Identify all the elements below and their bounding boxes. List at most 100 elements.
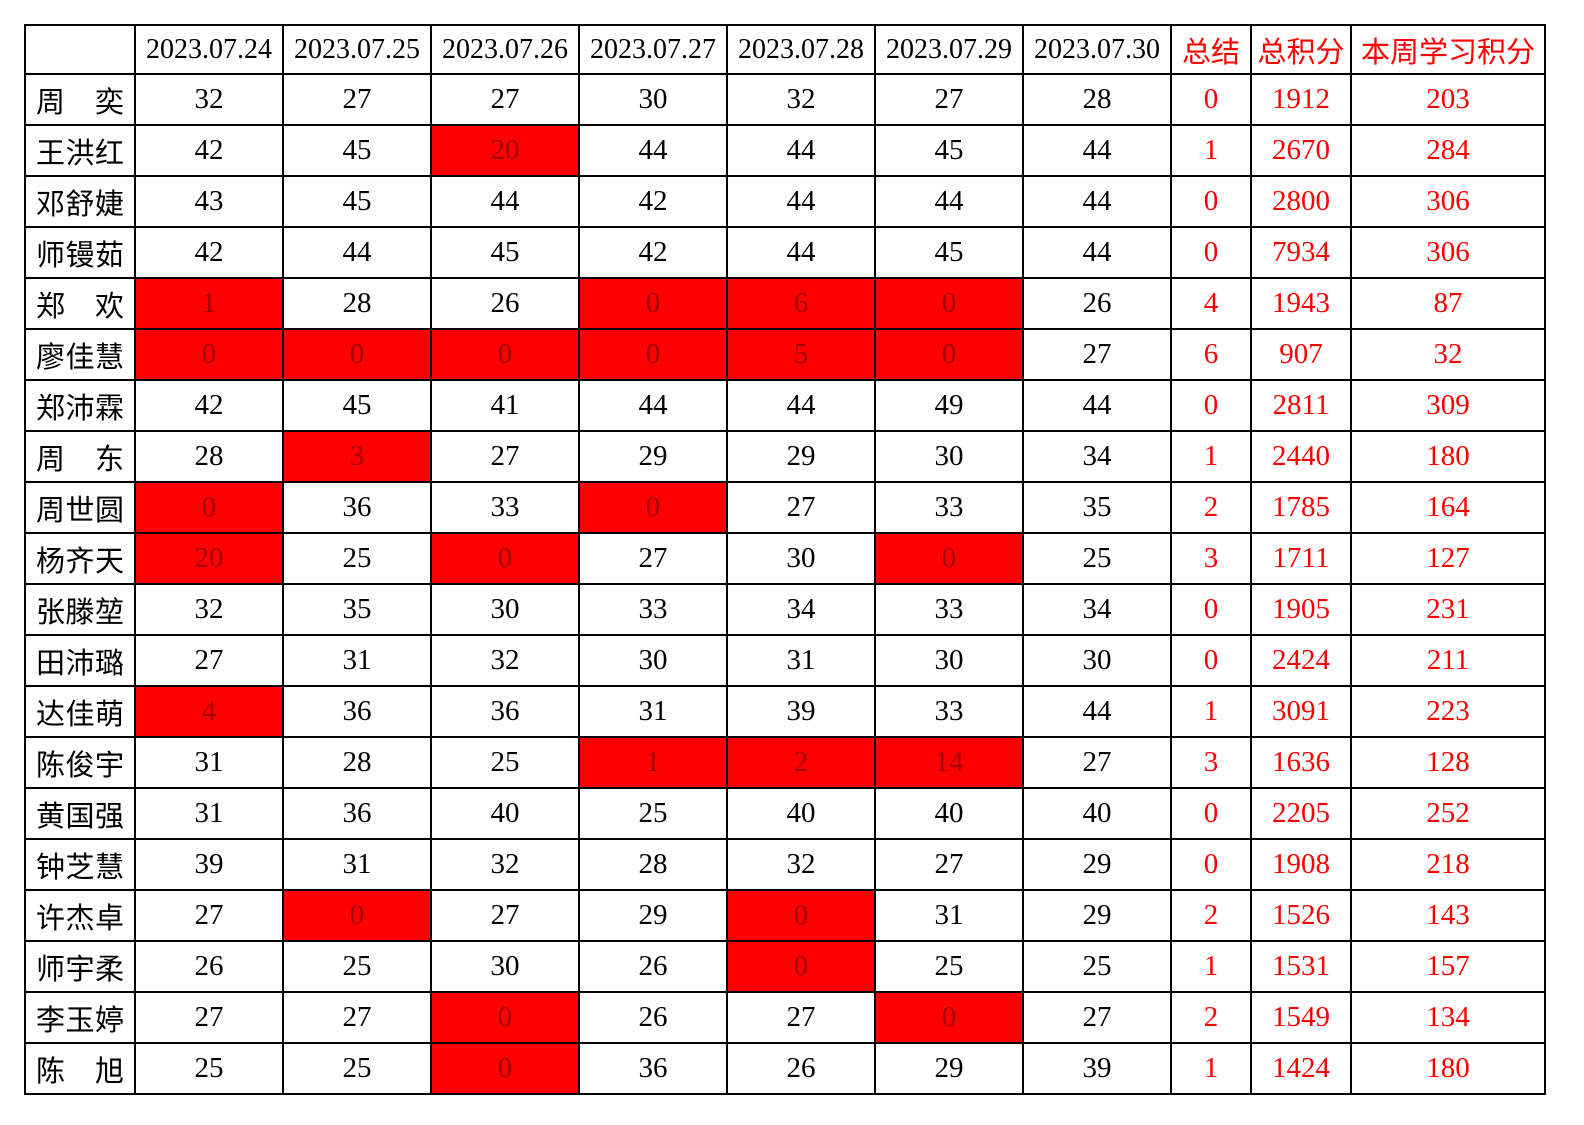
total-points-cell: 2811	[1250, 379, 1352, 432]
daily-score-cell: 40	[1022, 787, 1172, 840]
daily-score-cell: 26	[1022, 277, 1172, 330]
daily-score-cell: 44	[1022, 685, 1172, 738]
daily-score-cell: 0	[578, 481, 728, 534]
daily-score-cell: 0	[578, 277, 728, 330]
daily-score-cell: 14	[874, 736, 1024, 789]
daily-score-cell: 0	[726, 889, 876, 942]
summary-cell: 1	[1170, 940, 1252, 993]
daily-score-cell: 25	[282, 940, 432, 993]
daily-score-cell: 35	[1022, 481, 1172, 534]
daily-score-cell: 45	[874, 226, 1024, 279]
student-name: 李玉婷	[24, 991, 136, 1044]
table-header: 2023.07.24 2023.07.25 2023.07.26 2023.07.27…	[24, 24, 1546, 75]
student-name: 郑沛霖	[24, 379, 136, 432]
daily-score-cell: 44	[874, 175, 1024, 228]
daily-score-cell: 0	[134, 481, 284, 534]
daily-score-cell: 27	[726, 481, 876, 534]
daily-score-cell: 44	[282, 226, 432, 279]
daily-score-cell: 32	[430, 838, 580, 891]
daily-score-cell: 45	[282, 379, 432, 432]
daily-score-cell: 4	[134, 685, 284, 738]
daily-score-cell: 0	[430, 532, 580, 585]
student-name: 郑 欢	[24, 277, 136, 330]
total-points-cell: 2670	[1250, 124, 1352, 177]
daily-score-cell: 44	[726, 175, 876, 228]
daily-score-cell: 44	[578, 379, 728, 432]
total-points-cell: 1636	[1250, 736, 1352, 789]
daily-score-cell: 32	[726, 838, 876, 891]
daily-score-cell: 1	[134, 277, 284, 330]
daily-score-cell: 44	[726, 379, 876, 432]
daily-score-cell: 0	[430, 1042, 580, 1095]
daily-score-cell: 0	[578, 328, 728, 381]
daily-score-cell: 44	[1022, 226, 1172, 279]
student-name: 周 奕	[24, 73, 136, 126]
daily-score-cell: 33	[874, 583, 1024, 636]
table-row: 周世圆 0 36 33 0 27 33 35 2 1785 164	[24, 481, 1546, 534]
daily-score-cell: 27	[282, 991, 432, 1044]
daily-score-cell: 25	[874, 940, 1024, 993]
summary-cell: 2	[1170, 889, 1252, 942]
daily-score-cell: 27	[726, 991, 876, 1044]
daily-score-cell: 25	[578, 787, 728, 840]
daily-score-cell: 44	[430, 175, 580, 228]
total-points-cell: 2440	[1250, 430, 1352, 483]
daily-score-cell: 26	[578, 940, 728, 993]
summary-cell: 1	[1170, 685, 1252, 738]
week-points-cell: 203	[1350, 73, 1546, 126]
daily-score-cell: 36	[282, 481, 432, 534]
total-points-cell: 1424	[1250, 1042, 1352, 1095]
student-name: 许杰卓	[24, 889, 136, 942]
daily-score-cell: 49	[874, 379, 1024, 432]
total-points-cell: 7934	[1250, 226, 1352, 279]
daily-score-cell: 25	[282, 532, 432, 585]
total-points-cell: 1526	[1250, 889, 1352, 942]
daily-score-cell: 39	[726, 685, 876, 738]
student-name: 王洪红	[24, 124, 136, 177]
week-points-cell: 143	[1350, 889, 1546, 942]
table-row: 师镘茹 42 44 45 42 44 45 44 0 7934 306	[24, 226, 1546, 279]
daily-score-cell: 29	[1022, 889, 1172, 942]
summary-cell: 1	[1170, 430, 1252, 483]
week-points-cell: 32	[1350, 328, 1546, 381]
score-sheet: 2023.07.24 2023.07.25 2023.07.26 2023.07.27…	[24, 24, 1546, 1095]
total-points-cell: 1943	[1250, 277, 1352, 330]
daily-score-cell: 36	[430, 685, 580, 738]
daily-score-cell: 34	[1022, 583, 1172, 636]
daily-score-cell: 26	[134, 940, 284, 993]
column-header-date-2: 2023.07.26	[430, 24, 580, 75]
summary-cell: 3	[1170, 736, 1252, 789]
daily-score-cell: 28	[134, 430, 284, 483]
student-name: 廖佳慧	[24, 328, 136, 381]
table-row: 王洪红 42 45 20 44 44 45 44 1 2670 284	[24, 124, 1546, 177]
daily-score-cell: 29	[578, 430, 728, 483]
daily-score-cell: 36	[578, 1042, 728, 1095]
daily-score-cell: 28	[282, 736, 432, 789]
daily-score-cell: 30	[430, 940, 580, 993]
week-points-cell: 134	[1350, 991, 1546, 1044]
week-points-cell: 252	[1350, 787, 1546, 840]
daily-score-cell: 26	[578, 991, 728, 1044]
daily-score-cell: 36	[282, 685, 432, 738]
total-points-cell: 2205	[1250, 787, 1352, 840]
table-row: 郑沛霖 42 45 41 44 44 49 44 0 2811 309	[24, 379, 1546, 432]
daily-score-cell: 30	[430, 583, 580, 636]
column-header-date-3: 2023.07.27	[578, 24, 728, 75]
daily-score-cell: 0	[874, 328, 1024, 381]
summary-cell: 1	[1170, 124, 1252, 177]
daily-score-cell: 27	[874, 838, 1024, 891]
summary-cell: 0	[1170, 226, 1252, 279]
daily-score-cell: 26	[430, 277, 580, 330]
daily-score-cell: 27	[430, 73, 580, 126]
summary-cell: 6	[1170, 328, 1252, 381]
daily-score-cell: 33	[874, 685, 1024, 738]
table-row: 黄国强 31 36 40 25 40 40 40 0 2205 252	[24, 787, 1546, 840]
daily-score-cell: 39	[134, 838, 284, 891]
total-points-cell: 907	[1250, 328, 1352, 381]
daily-score-cell: 0	[430, 991, 580, 1044]
table-row: 田沛璐 27 31 32 30 31 30 30 0 2424 211	[24, 634, 1546, 687]
column-header-date-5: 2023.07.29	[874, 24, 1024, 75]
daily-score-cell: 30	[874, 430, 1024, 483]
week-points-cell: 231	[1350, 583, 1546, 636]
table-row: 张滕堃 32 35 30 33 34 33 34 0 1905 231	[24, 583, 1546, 636]
